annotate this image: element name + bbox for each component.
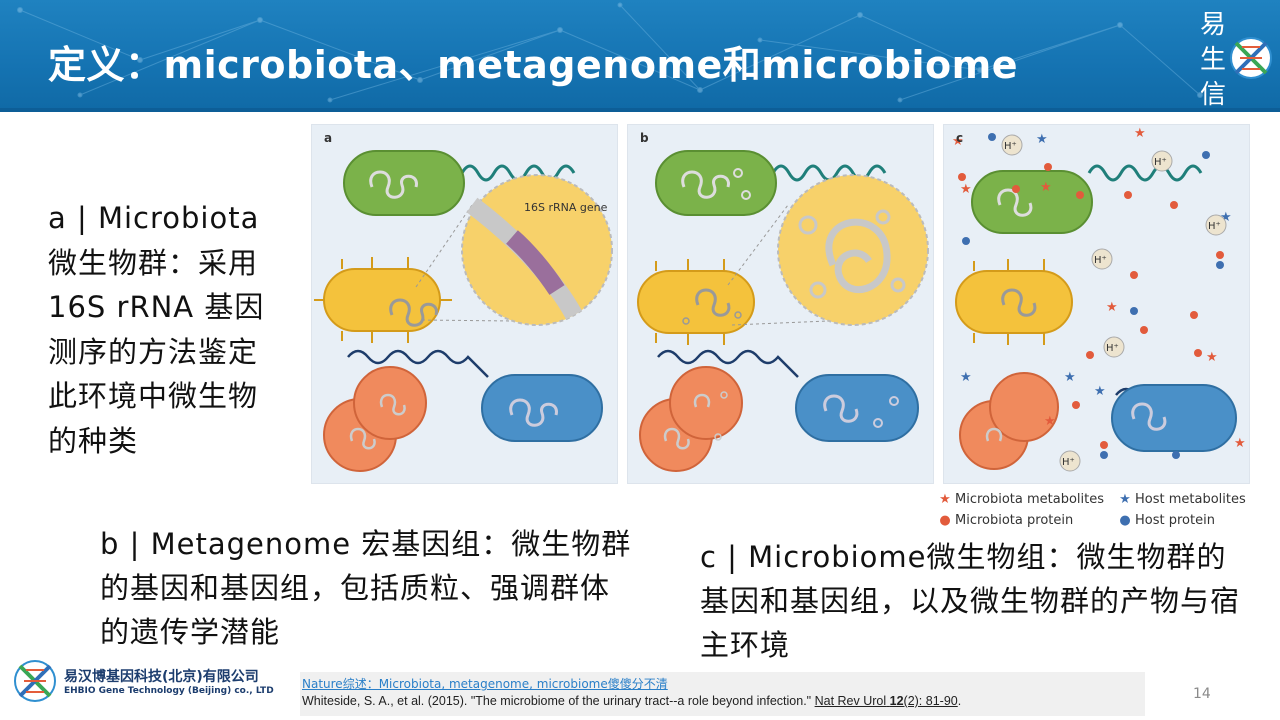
header-banner: 定义：microbiota、metagenome和microbiome 易 生 … bbox=[0, 0, 1280, 110]
citation-journal[interactable]: Nat Rev Urol 12(2): 81-90 bbox=[815, 694, 958, 708]
ion-label-2: H⁺ bbox=[1154, 157, 1167, 168]
citation: Whiteside, S. A., et al. (2015). "The mi… bbox=[302, 694, 961, 708]
definition-microbiome: c | Microbiome微生物组：微生物群的基因和基因组，以及微生物群的产物… bbox=[700, 540, 1241, 662]
legend-item-host-protein: ● Host protein bbox=[1118, 513, 1215, 528]
legend-label: Microbiota metabolites bbox=[955, 492, 1105, 507]
dna-globe-icon bbox=[1230, 37, 1272, 79]
panel-letter-a: a bbox=[324, 131, 333, 145]
journal-issue: (2): 81-90 bbox=[903, 694, 958, 708]
figure-panel-b: b bbox=[627, 124, 934, 484]
ion-label-3: H⁺ bbox=[1208, 221, 1221, 232]
citation-text: Whiteside, S. A., et al. (2015). "The mi… bbox=[302, 694, 815, 708]
figure-panel-c: c ★ ★ ★ ★ ★ ★ ★ ★ ★ ★ ★ ★ ★ bbox=[943, 124, 1250, 484]
header-divider bbox=[0, 108, 1280, 112]
svg-text:★: ★ bbox=[1206, 350, 1218, 365]
journal-name: Nat Rev Urol bbox=[814, 694, 887, 708]
ehbio-logo-icon bbox=[14, 660, 56, 702]
svg-text:★: ★ bbox=[952, 134, 964, 149]
svg-text:★: ★ bbox=[960, 370, 972, 385]
svg-text:★: ★ bbox=[1220, 210, 1232, 225]
legend-label: Host protein bbox=[1135, 513, 1215, 528]
panel-letter-b: b bbox=[640, 131, 649, 145]
svg-text:★: ★ bbox=[1040, 180, 1052, 195]
svg-text:★: ★ bbox=[1064, 370, 1076, 385]
page-number: 14 bbox=[1193, 686, 1211, 702]
star-icon: ★ bbox=[939, 492, 951, 507]
legend-item-host-metabolites: ★ Host metabolites bbox=[1118, 492, 1246, 507]
ion-label-5: H⁺ bbox=[1106, 343, 1119, 354]
journal-volume: 12 bbox=[889, 694, 904, 708]
ion-label-1: H⁺ bbox=[1004, 141, 1017, 152]
svg-text:★: ★ bbox=[1106, 300, 1118, 315]
svg-text:★: ★ bbox=[1044, 414, 1056, 429]
ion-label-6: H⁺ bbox=[1062, 457, 1075, 468]
citation-end: . bbox=[957, 694, 962, 708]
star-icon: ★ bbox=[1119, 492, 1131, 507]
ion-label-4: H⁺ bbox=[1094, 255, 1107, 266]
logo-char-1: 易 bbox=[1200, 10, 1227, 40]
network-background bbox=[17, 2, 1203, 103]
nature-review-link[interactable]: Nature综述：Microbiota, metagenome, microbi… bbox=[302, 677, 668, 691]
panel-c-illustration: ★ ★ ★ ★ ★ ★ ★ ★ ★ ★ ★ ★ ★ H⁺ H⁺ H⁺ H⁺ H⁺ H⁺ bbox=[952, 126, 1246, 472]
figure-panel-a: a 16S rRNA gene bbox=[311, 124, 618, 484]
figure-legend: ★ Microbiota metabolites ★ Host metaboli… bbox=[938, 492, 1268, 532]
panel-a-illustration: 16S rRNA gene bbox=[314, 150, 613, 472]
svg-text:★: ★ bbox=[960, 182, 972, 197]
svg-text:★: ★ bbox=[1036, 132, 1048, 147]
definition-metagenome: b | Metagenome 宏基因组：微生物群的基因和基因组，包括质粒、强调群… bbox=[100, 527, 632, 649]
logo-char-3: 信 bbox=[1200, 80, 1227, 110]
company-name-en: EHBIO Gene Technology (Beijing) co., LTD bbox=[64, 686, 274, 696]
svg-text:★: ★ bbox=[1134, 126, 1146, 141]
legend-label: Microbiota protein bbox=[955, 513, 1074, 528]
company-logo: 易汉博基因科技(北京)有限公司 EHBIO Gene Technology (B… bbox=[12, 654, 282, 710]
svg-text:★: ★ bbox=[1094, 384, 1106, 399]
dot-icon: ● bbox=[939, 513, 951, 528]
legend-item-microbiota-protein: ● Microbiota protein bbox=[938, 513, 1073, 528]
dot-icon: ● bbox=[1119, 513, 1131, 528]
legend-label: Host metabolites bbox=[1135, 492, 1246, 507]
callout-16s-label: 16S rRNA gene bbox=[524, 201, 608, 214]
panel-b-illustration bbox=[637, 150, 929, 472]
page-title: 定义：microbiota、metagenome和microbiome bbox=[48, 43, 1019, 87]
svg-text:★: ★ bbox=[1234, 436, 1246, 451]
legend-item-microbiota-metabolites: ★ Microbiota metabolites bbox=[938, 492, 1104, 507]
reference-box: Nature综述：Microbiota, metagenome, microbi… bbox=[300, 672, 1145, 716]
panel-letter-c: c bbox=[956, 131, 964, 145]
company-name-cn: 易汉博基因科技(北京)有限公司 bbox=[64, 669, 259, 685]
logo-char-2: 生 bbox=[1200, 45, 1227, 75]
definition-microbiota: a | Microbiota 微生物群：采用 16S rRNA 基因测序的方法鉴… bbox=[48, 201, 265, 458]
ehbio-logo: 易 生 信 bbox=[1196, 2, 1274, 110]
